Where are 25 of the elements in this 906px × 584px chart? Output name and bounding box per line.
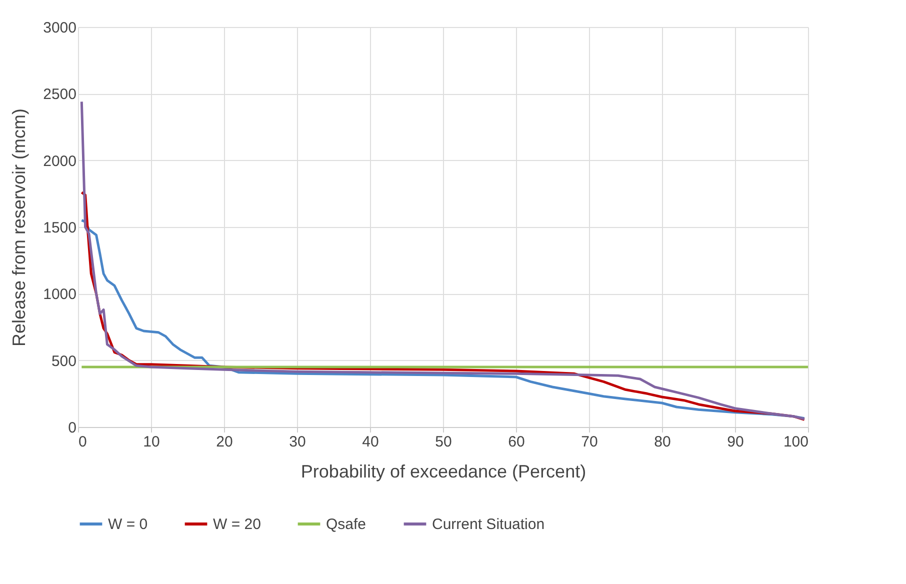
y-tick-label: 2000 (43, 152, 76, 170)
x-tick-label: 90 (727, 434, 744, 450)
x-tick-label: 20 (216, 434, 233, 450)
y-axis-title: Release from reservoir (mcm) (9, 108, 30, 347)
x-tick-label: 80 (654, 434, 671, 450)
x-tick-label: 60 (508, 434, 525, 450)
y-tick-label: 3000 (43, 20, 76, 36)
x-tick-label: 10 (143, 434, 160, 450)
y-tick-label: 1000 (43, 286, 76, 304)
x-tick-label: 0 (78, 434, 87, 450)
legend-label: Qsafe (326, 516, 366, 533)
line-series (80, 100, 806, 420)
legend-label: Current Situation (432, 516, 545, 533)
y-tick-label: 2500 (43, 86, 76, 104)
x-tick-label: 100 (783, 434, 808, 450)
y-tick-label: 1500 (43, 220, 76, 236)
x-tick-label: 30 (289, 434, 306, 450)
y-tick-label: 500 (51, 352, 76, 370)
legend-label: W = 20 (213, 516, 261, 533)
y-tick-label: 0 (68, 420, 76, 436)
x-tick-label: 50 (435, 434, 452, 450)
x-axis-title: Probability of exceedance (Percent) (300, 462, 586, 482)
x-tick-label: 40 (362, 434, 379, 450)
legend-label: W = 0 (108, 516, 148, 533)
x-tick-label: 70 (581, 434, 598, 450)
